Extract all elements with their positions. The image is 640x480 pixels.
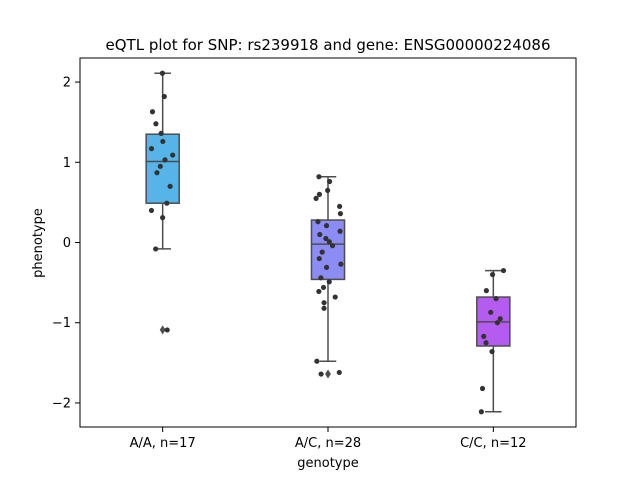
y-tick-label: −1 (52, 316, 71, 331)
data-point (316, 174, 322, 180)
data-point (338, 261, 344, 267)
y-tick-label: 2 (63, 76, 71, 91)
data-point (323, 223, 330, 229)
x-tick-label: A/C, n=28 (295, 436, 361, 451)
data-point (318, 371, 324, 377)
y-axis-label: phenotype (31, 208, 46, 278)
y-tick-label: −2 (52, 396, 71, 411)
data-point (314, 358, 320, 364)
outlier-marker (159, 325, 166, 335)
data-point (493, 296, 499, 302)
data-point (337, 228, 343, 234)
points-layer (148, 70, 507, 415)
data-point (497, 316, 503, 322)
data-point (148, 146, 155, 152)
data-point (329, 243, 336, 249)
data-point (326, 239, 332, 245)
x-axis-label: genotype (297, 456, 358, 471)
data-point (326, 178, 333, 185)
data-point (160, 215, 166, 221)
data-point (167, 183, 173, 189)
data-point (316, 288, 322, 295)
data-point (337, 211, 344, 217)
data-point (170, 152, 176, 158)
data-point (332, 294, 338, 300)
x-tick-label: A/A, n=17 (130, 436, 196, 451)
data-point (494, 320, 500, 326)
outlier-marker (325, 369, 331, 379)
data-point (320, 284, 327, 291)
data-point (158, 130, 164, 137)
box (145, 133, 180, 204)
data-point (153, 246, 159, 252)
data-point (500, 267, 507, 274)
data-point (488, 309, 494, 315)
data-point (157, 163, 163, 169)
y-axis: −2 −1 0 1 2 (52, 76, 80, 411)
x-tick-label: C/C, n=12 (460, 436, 526, 451)
data-point (164, 327, 170, 333)
data-point (481, 333, 487, 339)
data-point (326, 279, 332, 285)
data-point (323, 264, 330, 270)
chart-title: eQTL plot for SNP: rs239918 and gene: EN… (106, 36, 551, 54)
data-point (317, 231, 323, 238)
data-point (316, 255, 322, 262)
y-tick-label: 1 (63, 156, 71, 171)
data-point (337, 203, 343, 210)
data-point (316, 191, 323, 197)
data-point (478, 409, 484, 415)
data-point (148, 207, 155, 214)
data-point (489, 348, 495, 355)
data-point (149, 109, 156, 115)
data-point (489, 271, 496, 278)
x-axis: A/A, n=17 A/C, n=28 C/C, n=12 (130, 427, 527, 451)
data-point (164, 200, 170, 206)
data-point (319, 249, 325, 255)
data-point (313, 195, 319, 201)
data-point (159, 70, 166, 76)
data-point (162, 157, 168, 163)
data-point (483, 288, 489, 294)
data-point (161, 93, 167, 100)
data-point (321, 300, 327, 306)
y-tick-label: 0 (63, 236, 71, 251)
data-point (483, 340, 489, 346)
data-point (479, 385, 486, 392)
data-point (323, 235, 329, 242)
data-point (153, 121, 159, 127)
data-point (318, 275, 324, 281)
data-point (336, 369, 342, 376)
data-point (160, 138, 166, 145)
data-point (154, 170, 160, 176)
data-point (325, 187, 331, 193)
data-point (321, 305, 327, 311)
data-point (315, 219, 321, 225)
